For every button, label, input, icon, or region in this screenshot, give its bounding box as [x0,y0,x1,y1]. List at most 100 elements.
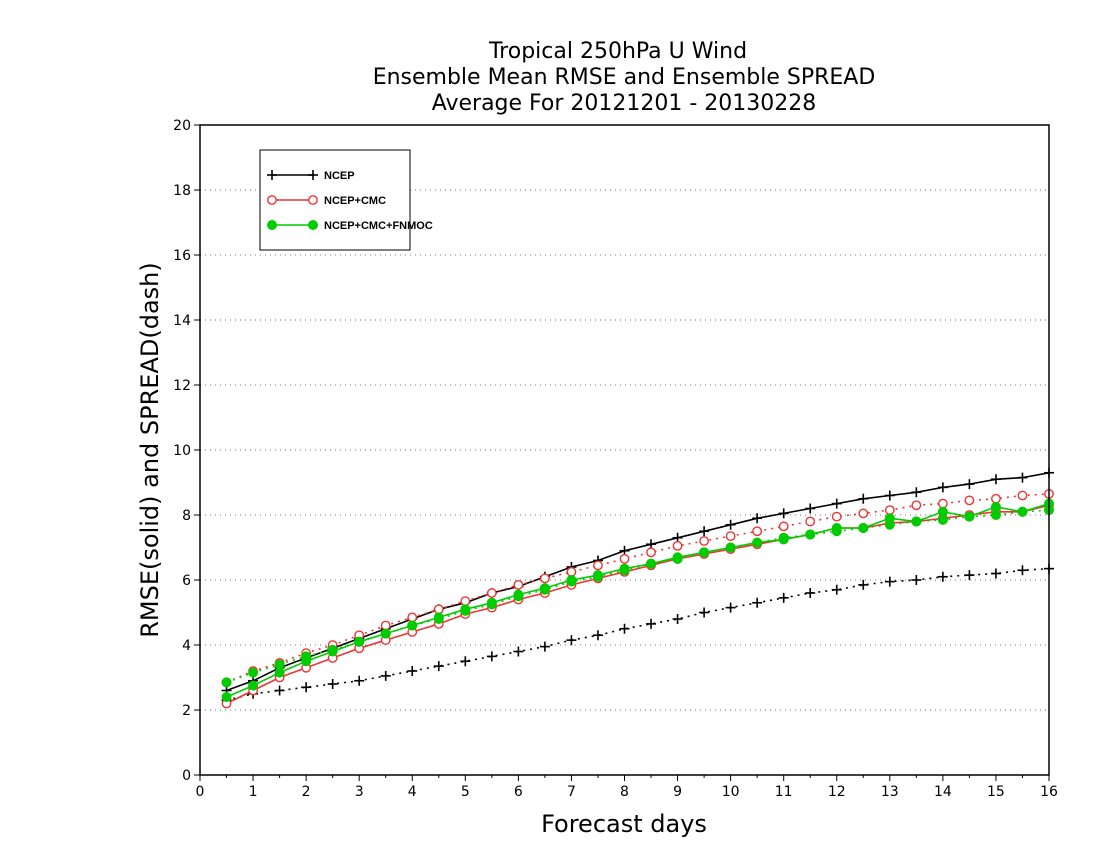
y-tick-label: 8 [182,508,191,524]
title-line-2: Ensemble Mean RMSE and Ensemble SPREAD [373,65,876,90]
ncep-spread-point [619,623,630,634]
x-tick-label: 0 [196,784,205,800]
ncep-cmc-fnmoc-rmse-point [778,534,789,545]
ncep-cmc-fnmoc-rmse-point [566,575,577,585]
ncep-rmse-point [805,503,816,514]
ncep-cmc-fnmoc-rmse-point [539,583,550,594]
legend-label: NCEP+CMC+FNMOC [324,220,433,232]
y-axis-label: RMSE(solid) and SPREAD(dash) [136,262,164,638]
ncep-cmc-spread-point [672,540,683,551]
y-tick-label: 18 [173,183,191,199]
ncep-cmc-spread-line [226,493,1050,684]
legend-marker [308,195,318,205]
ncep-rmse-point [884,490,895,501]
ncep-cmc-fnmoc-rmse-point [725,542,736,553]
ncep-cmc-spread-point [486,588,497,598]
ncep-spread-point [407,666,418,676]
ncep-cmc-spread-point [991,493,1001,504]
ncep-cmc-fnmoc-rmse-point [354,636,365,647]
ncep-cmc-fnmoc-rmse-point [407,620,418,631]
ncep-cmc-spread-point [380,620,391,631]
ncep-cmc-spread-point [937,498,948,509]
ncep-spread-line [226,567,1050,702]
x-tick-label: 4 [408,784,417,800]
ncep-spread-point [486,651,497,662]
title-line-1: Tropical 250hPa U Wind [488,39,747,64]
ncep-cmc-fnmoc-rmse-point [380,628,391,639]
ncep-cmc-fnmoc-rmse-point [752,537,763,548]
x-tick-label: 9 [673,784,682,800]
ncep-cmc-fnmoc-rmse-point [858,523,869,533]
ncep-cmc-spread-point [566,566,577,577]
legend-label: NCEP [324,170,355,182]
ncep-spread-point [725,602,736,613]
ncep-cmc-fnmoc-rmse-point [911,516,922,527]
y-tick-label: 10 [173,443,191,459]
ncep-spread-point [805,588,816,598]
title-line-3: Average For 20121201 - 20130228 [432,91,817,116]
x-tick-label: 2 [302,784,311,800]
ncep-cmc-spread-point [407,612,418,623]
ncep-spread-point [513,646,524,657]
x-tick-label: 6 [514,784,523,800]
x-tick-label: 1 [249,784,258,800]
y-tick-label: 2 [182,703,191,719]
ncep-cmc-spread-point [460,596,471,607]
ncep-cmc-spread-point [805,516,816,527]
ncep-cmc-spread-point [911,500,922,511]
ncep-rmse-point [911,487,922,498]
ncep-cmc-fnmoc-rmse-point [646,558,657,569]
ncep-spread-point [566,635,577,646]
ncep-rmse-point [964,479,975,490]
ncep-spread-point [646,618,657,629]
x-tick-label: 5 [461,784,470,800]
x-tick-label: 15 [987,784,1005,800]
x-tick-label: 12 [828,784,846,800]
ncep-cmc-fnmoc-rmse-point [301,656,312,667]
ncep-cmc-fnmoc-rmse-point [831,523,842,533]
ncep-spread-point [672,614,683,624]
ncep-rmse-point [937,482,948,493]
ncep-cmc-spread-point [858,508,869,519]
ncep-cmc-spread-point [540,573,550,584]
x-tick-label: 14 [934,784,952,800]
ncep-rmse-point [858,493,869,504]
legend-label: NCEP+CMC [324,195,386,207]
y-tick-label: 16 [173,248,191,264]
ncep-cmc-fnmoc-rmse-line [226,502,1050,698]
ncep-rmse-point [1017,472,1028,483]
legend-marker [267,195,277,205]
ncep-cmc-fnmoc-rmse-point [990,501,1001,512]
ncep-cmc-fnmoc-rmse-point [433,612,444,623]
ncep-spread-point [354,675,365,686]
ncep-spread-point [592,630,603,641]
y-tick-label: 12 [173,378,191,394]
ncep-spread-point [380,670,391,681]
ncep-cmc-fnmoc-spread-line [226,509,1050,684]
ncep-cmc-rmse-line [226,504,1050,705]
ncep-spread-point [937,571,948,582]
ncep-cmc-fnmoc-rmse-point [805,529,816,540]
ncep-cmc-spread-point [699,536,709,546]
ncep-spread-point [778,592,789,603]
ncep-spread-point [831,584,842,595]
ncep-spread-point [539,641,550,652]
x-tick-label: 8 [620,784,629,800]
ncep-cmc-spread-point [778,521,789,532]
ncep-cmc-spread-point [831,511,842,522]
ncep-cmc-spread-point [619,553,630,564]
ncep-spread-point [327,679,338,689]
ncep-rmse-point [831,498,842,509]
ncep-cmc-fnmoc-spread-point [221,677,232,688]
chart-title: Tropical 250hPa U Wind Ensemble Mean RMS… [373,39,876,116]
series-layer [221,467,1054,709]
legend-marker [308,220,318,230]
x-tick-label: 10 [722,784,740,800]
ncep-spread-point [752,597,763,608]
ncep-cmc-fnmoc-rmse-point [1017,506,1028,517]
ncep-spread-point [990,568,1001,579]
ncep-cmc-fnmoc-rmse-point [274,667,285,678]
ncep-cmc-fnmoc-rmse-point [964,511,975,522]
ncep-cmc-spread-point [593,560,603,571]
